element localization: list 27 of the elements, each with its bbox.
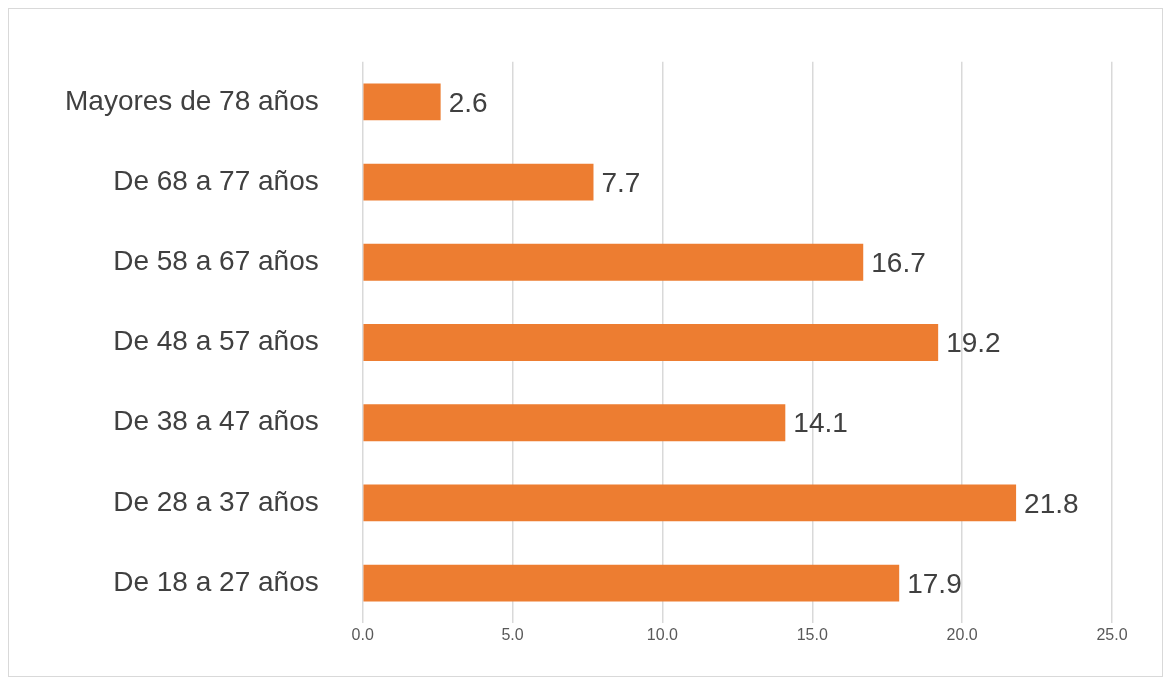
- data-label: 17.9: [907, 567, 962, 599]
- y-tick-label: De 68 a 77 años: [113, 164, 319, 196]
- y-tick-label: De 58 a 67 años: [113, 245, 319, 277]
- y-tick-label: De 28 a 37 años: [113, 485, 319, 517]
- data-label: 19.2: [946, 327, 1001, 359]
- x-tick-label: 20.0: [946, 626, 978, 644]
- data-label: 7.7: [601, 166, 641, 198]
- bar: [363, 404, 786, 442]
- bar: [363, 484, 1017, 522]
- bar: [363, 324, 939, 361]
- x-tick-label: 10.0: [646, 626, 679, 644]
- y-tick-label: De 38 a 47 años: [113, 405, 319, 437]
- data-label: 2.6: [448, 86, 488, 118]
- bar: [363, 564, 900, 602]
- bar: [363, 163, 594, 201]
- bar: [363, 83, 441, 121]
- x-tick-label: 25.0: [1096, 626, 1128, 644]
- data-label: 21.8: [1024, 487, 1079, 519]
- y-tick-label: De 18 a 27 años: [113, 565, 319, 597]
- x-tick-label: 15.0: [796, 626, 828, 644]
- y-tick-label: Mayores de 78 años: [64, 84, 319, 116]
- x-tick-label: 5.0: [501, 626, 524, 644]
- bar: [363, 243, 864, 281]
- x-tick-label: 0.0: [351, 626, 374, 644]
- data-label: 14.1: [793, 407, 848, 439]
- y-tick-label: De 48 a 57 años: [113, 325, 319, 357]
- data-label: 16.7: [871, 247, 926, 279]
